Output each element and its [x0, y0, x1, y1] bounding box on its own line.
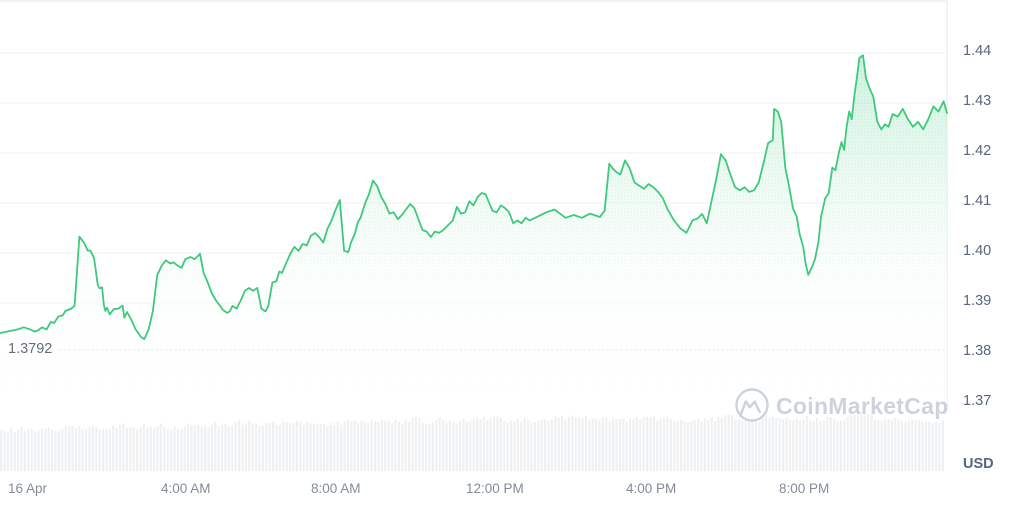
svg-text:CoinMarketCap: CoinMarketCap: [776, 393, 949, 419]
